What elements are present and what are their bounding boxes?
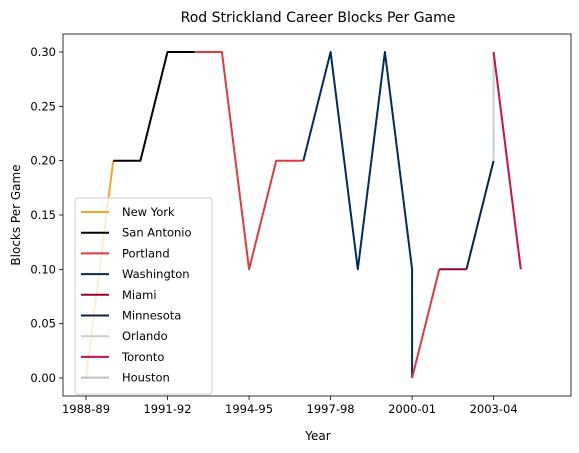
y-tick-label: 0.30 <box>30 45 56 59</box>
series-line-6 <box>465 160 495 270</box>
y-tick-label: 0.25 <box>30 99 56 113</box>
x-axis-label: Year <box>304 429 330 443</box>
legend-label: New York <box>122 205 175 219</box>
chart-title: Rod Strickland Career Blocks Per Game <box>181 10 456 26</box>
legend-label: Minnesota <box>122 309 181 323</box>
y-axis: 0.00 0.05 0.10 0.15 0.20 0.25 0.30 <box>30 45 63 385</box>
series-line-4 <box>411 269 441 379</box>
x-tick-label: 1988-89 <box>62 402 110 416</box>
series-layer <box>85 51 522 379</box>
series-line-3 <box>302 51 414 378</box>
x-tick-label: 2000-01 <box>388 402 436 416</box>
y-axis-label: Blocks Per Game <box>9 164 23 265</box>
series-line-1 <box>113 51 195 162</box>
y-tick-label: 0.00 <box>30 371 56 385</box>
legend-label: Portland <box>122 246 170 260</box>
x-tick-label: 1997-98 <box>307 402 355 416</box>
x-tick-label: 1991-92 <box>143 402 191 416</box>
x-tick-label: 1994-95 <box>225 402 273 416</box>
series-line-8 <box>492 51 522 270</box>
x-axis: 1988-89 1991-92 1994-95 1997-98 2000-01 2003-… <box>62 396 518 416</box>
legend-label: Houston <box>122 371 170 385</box>
legend-box <box>74 197 213 395</box>
legend-label: Toronto <box>121 350 164 364</box>
y-tick-label: 0.20 <box>30 154 56 168</box>
legend-label: Orlando <box>122 329 168 343</box>
y-tick-label: 0.05 <box>30 317 56 331</box>
series-line-2 <box>194 51 304 271</box>
legend-label: San Antonio <box>122 226 192 240</box>
y-tick-label: 0.10 <box>30 262 56 276</box>
legend-label: Miami <box>122 288 157 302</box>
y-tick-label: 0.15 <box>30 208 56 222</box>
x-tick-label: 2003-04 <box>470 402 518 416</box>
legend: New York San Antonio Portland Washington Mia… <box>74 197 213 395</box>
legend-label: Washington <box>122 267 190 281</box>
